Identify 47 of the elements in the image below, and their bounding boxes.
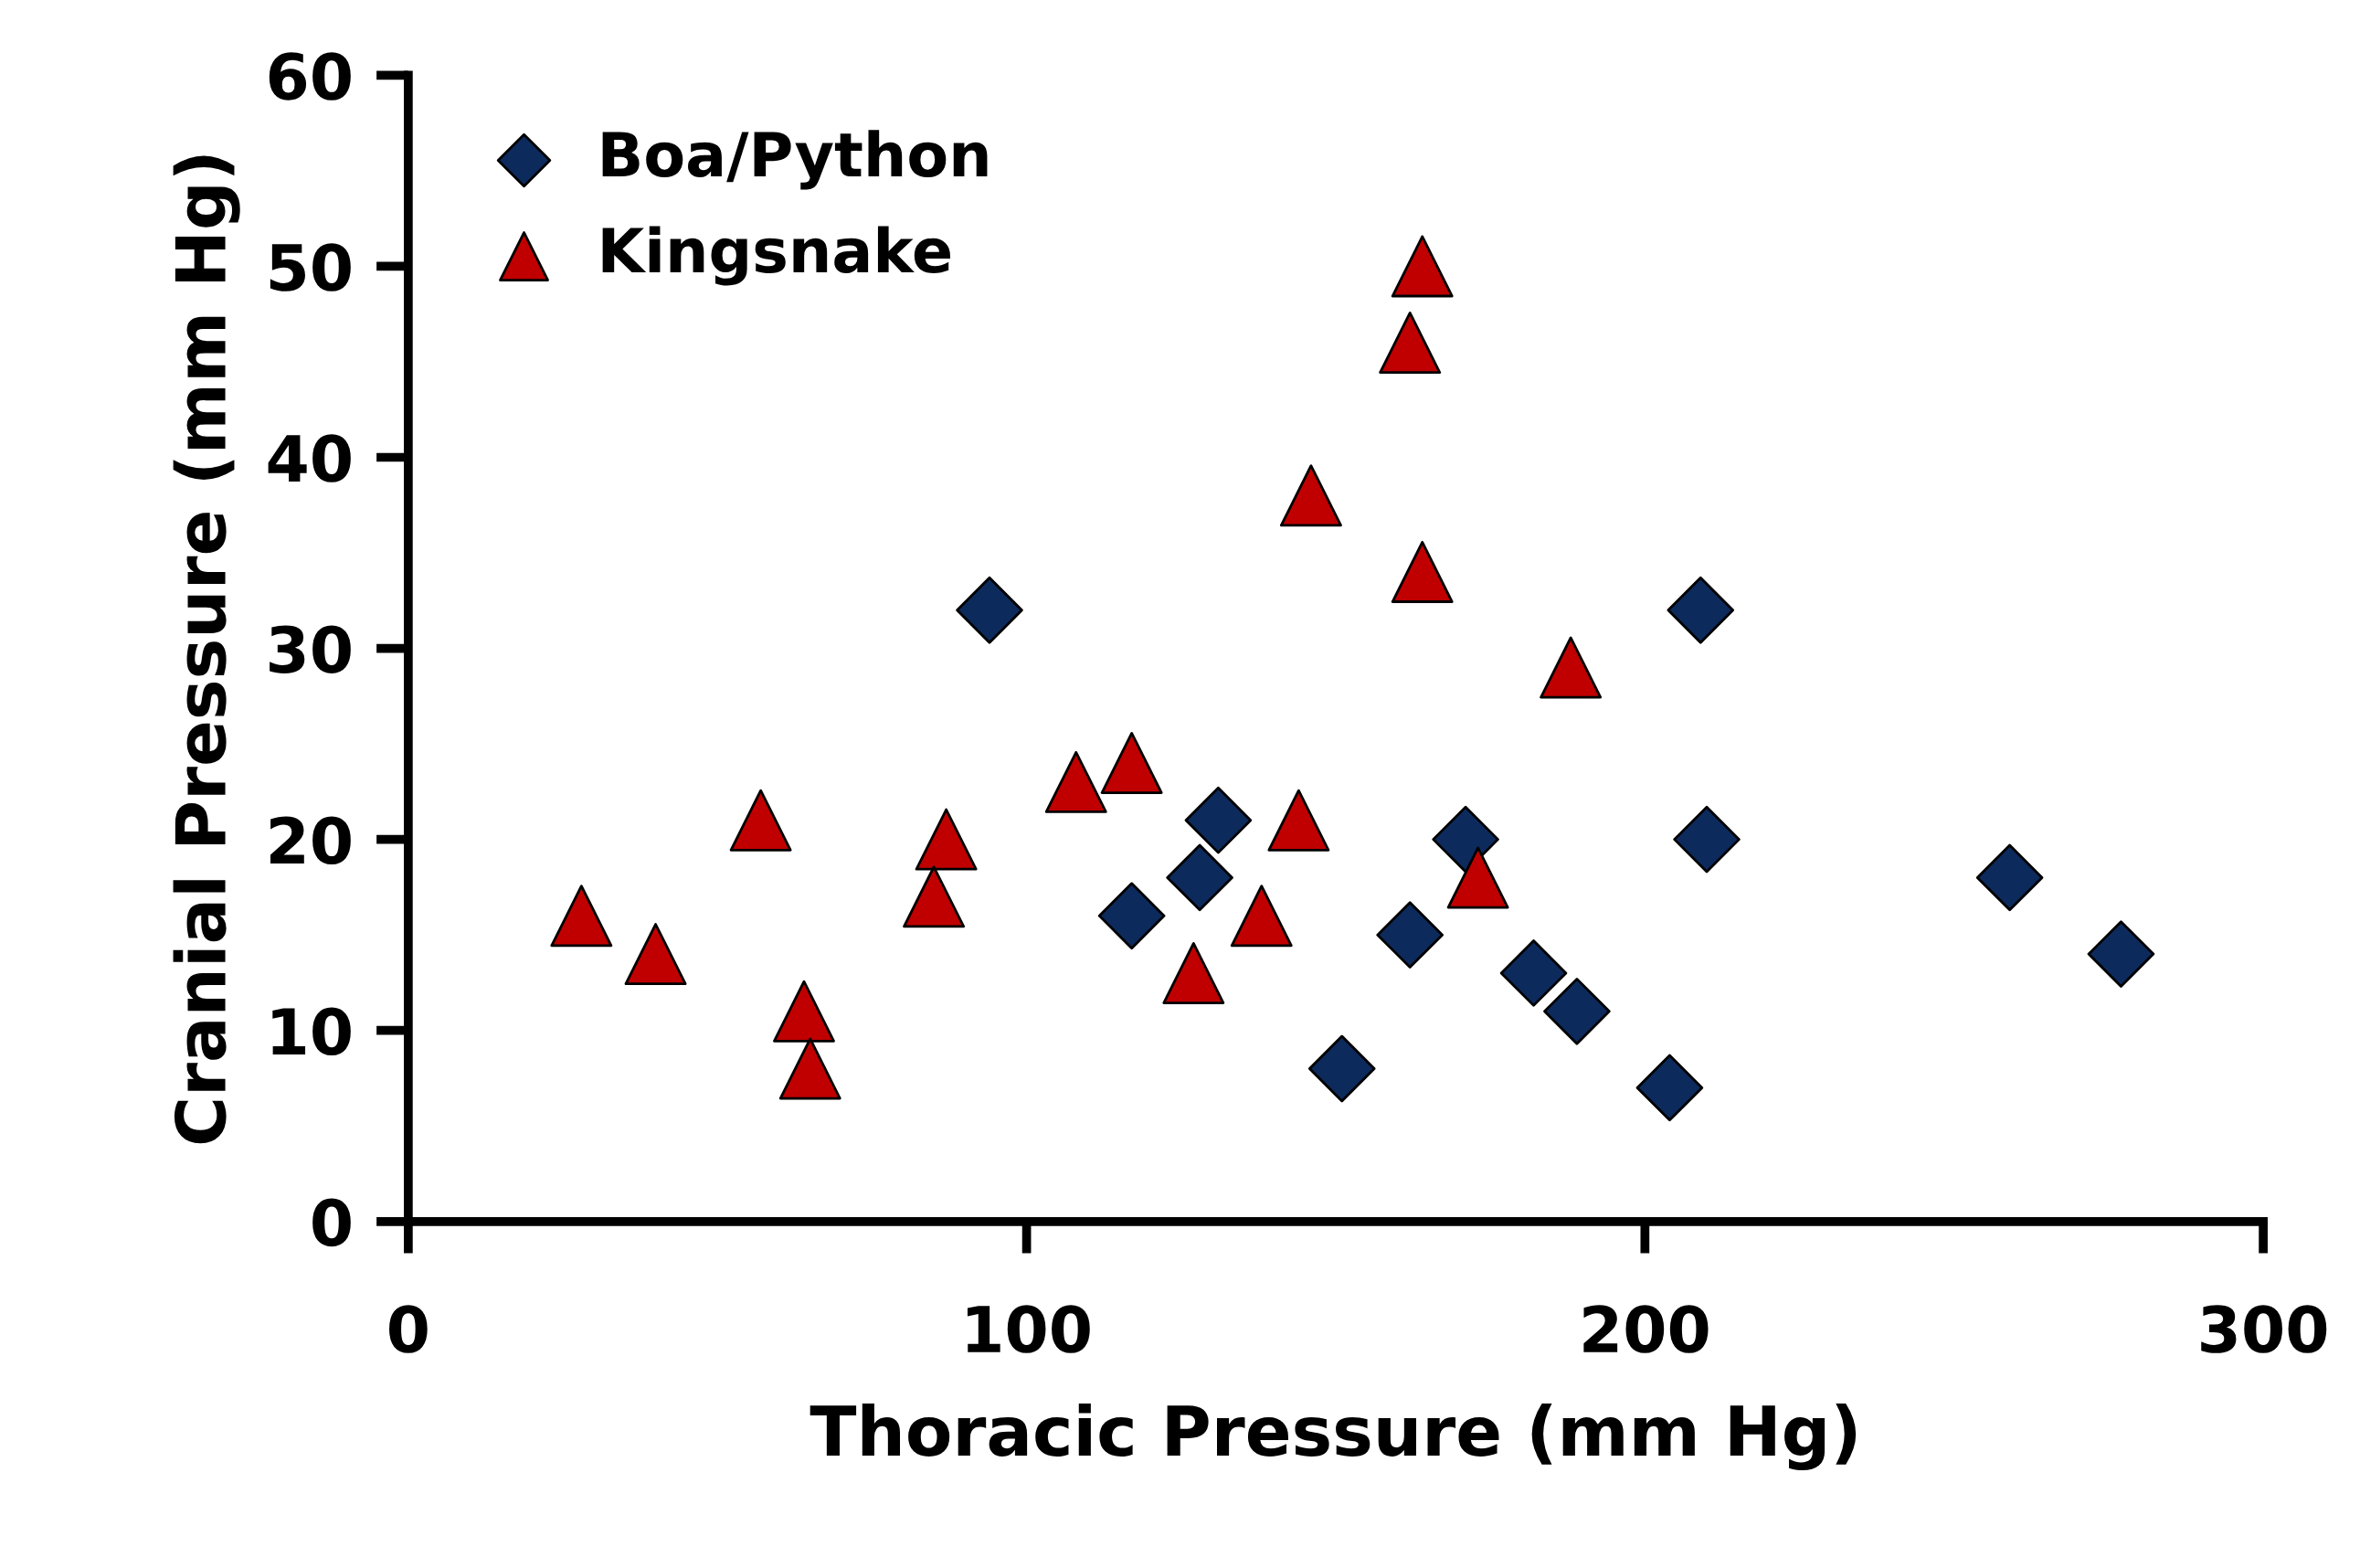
point bbox=[1044, 750, 1107, 813]
point bbox=[1432, 805, 1499, 874]
point bbox=[1667, 576, 1735, 644]
y-tick-label: 20 bbox=[270, 816, 351, 864]
point bbox=[729, 789, 792, 852]
point bbox=[1162, 942, 1225, 1004]
point bbox=[624, 923, 687, 986]
point bbox=[1307, 1034, 1376, 1103]
y-tick-label: 30 bbox=[270, 625, 351, 673]
point bbox=[1446, 846, 1509, 909]
y-tick-label: 40 bbox=[268, 434, 351, 482]
point bbox=[1391, 540, 1454, 603]
point bbox=[915, 808, 978, 871]
point bbox=[1975, 843, 2044, 912]
y-axis-title: Cranial Pressure (mm Hg) bbox=[173, 155, 240, 1144]
legend-label: Boa/Python bbox=[602, 130, 988, 190]
x-axis-title: Thoracic Pressure (mm Hg) bbox=[810, 1403, 1857, 1471]
point bbox=[1635, 1054, 1704, 1122]
point bbox=[2087, 920, 2155, 988]
point bbox=[1543, 977, 1611, 1045]
point bbox=[1499, 939, 1568, 1007]
point bbox=[773, 980, 835, 1043]
y-tick-label: 0 bbox=[312, 1198, 351, 1247]
point bbox=[1166, 843, 1233, 912]
y-tick-label: 10 bbox=[272, 1007, 351, 1056]
point bbox=[778, 1037, 841, 1100]
x-tick-label: 100 bbox=[967, 1305, 1090, 1353]
point bbox=[1100, 732, 1163, 794]
point bbox=[1379, 312, 1442, 375]
legend-label: Kingsnake bbox=[602, 226, 950, 286]
point bbox=[1230, 885, 1293, 948]
x-tick-label: 300 bbox=[2201, 1305, 2327, 1353]
x-tick-label: 0 bbox=[389, 1305, 428, 1353]
point bbox=[550, 885, 613, 948]
x-tick-label: 200 bbox=[1583, 1305, 1709, 1353]
point bbox=[956, 576, 1023, 644]
point bbox=[1184, 786, 1253, 854]
point bbox=[903, 865, 966, 928]
point bbox=[1279, 464, 1342, 527]
point bbox=[1391, 235, 1454, 298]
point bbox=[1673, 805, 1741, 874]
point bbox=[1097, 882, 1166, 950]
y-tick-label: 60 bbox=[269, 52, 351, 101]
point bbox=[1267, 789, 1330, 852]
point bbox=[1376, 901, 1444, 969]
point bbox=[1540, 636, 1603, 699]
y-tick-label: 50 bbox=[270, 243, 351, 291]
